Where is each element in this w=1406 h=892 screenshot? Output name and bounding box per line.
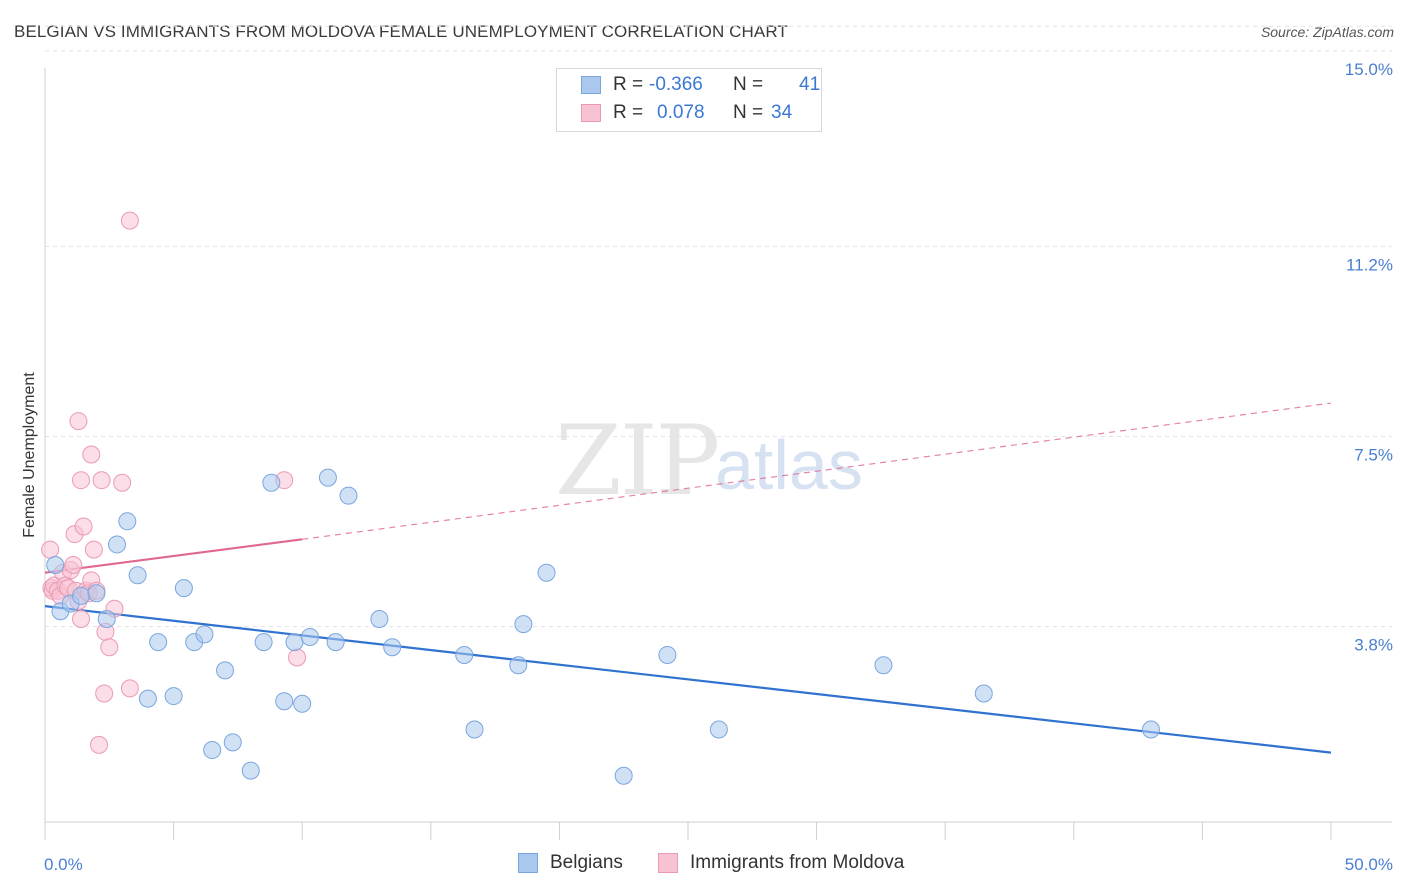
moldova-point xyxy=(69,412,88,431)
moldova-point xyxy=(72,471,91,490)
belgian-point xyxy=(614,766,633,785)
belgian-point xyxy=(293,694,312,713)
correlation-legend: R = -0.366 N = 41 R = 0.078 N = 34 xyxy=(556,68,822,132)
moldova-point xyxy=(120,679,139,698)
moldova-point xyxy=(288,648,307,667)
source-label: Source: ZipAtlas.com xyxy=(1260,24,1394,40)
moldova-point xyxy=(82,445,101,464)
belgian-point xyxy=(974,684,993,703)
legend-swatch-blue xyxy=(581,76,601,94)
belgians-trend-line xyxy=(44,605,1332,754)
x-tick-label: 50.0% xyxy=(1345,855,1393,874)
moldova-point xyxy=(64,556,83,574)
tick-labels: 3.8% 7.5% 11.2% 15.0% 0.0% 50.0% xyxy=(44,60,1393,874)
belgian-point xyxy=(339,486,358,505)
belgian-point xyxy=(195,625,214,644)
legend-n-value: 34 xyxy=(771,102,793,123)
belgian-point xyxy=(318,468,337,487)
moldova-trend-line xyxy=(44,538,303,574)
belgian-point xyxy=(223,733,242,752)
legend-n-label: N = xyxy=(733,102,764,123)
moldova-point xyxy=(113,473,132,492)
watermark-atlas: atlas xyxy=(715,426,863,504)
belgian-point xyxy=(149,633,168,652)
belgian-point xyxy=(455,645,474,664)
belgian-point xyxy=(46,556,65,574)
data-points xyxy=(41,211,1160,785)
belgian-point xyxy=(383,638,402,657)
legend-r-value: 0.078 xyxy=(657,102,705,123)
bottom-legend-label: Belgians xyxy=(550,852,623,873)
belgian-point xyxy=(128,566,147,585)
belgian-point xyxy=(509,656,528,675)
bottom-legend-label: Immigrants from Moldova xyxy=(690,852,905,873)
trend-lines xyxy=(44,402,1332,754)
belgian-point xyxy=(709,720,728,739)
belgian-point xyxy=(370,609,389,628)
legend-swatch-pink xyxy=(581,104,601,122)
bottom-legend-swatch-blue xyxy=(518,853,538,873)
belgian-point xyxy=(118,512,137,531)
belgian-point xyxy=(275,692,294,711)
watermark-zip: ZIP xyxy=(555,405,720,517)
moldova-point xyxy=(41,540,60,559)
belgian-point xyxy=(203,741,222,760)
legend-r-value: -0.366 xyxy=(649,74,703,95)
belgian-point xyxy=(241,761,260,780)
moldova-point xyxy=(72,609,91,628)
belgian-point xyxy=(1141,720,1160,739)
y-tick-label: 11.2% xyxy=(1346,255,1393,274)
belgian-point xyxy=(87,584,106,603)
bottom-legend-swatch-pink xyxy=(658,853,678,873)
belgian-point xyxy=(465,720,484,739)
legend-r-label: R = xyxy=(613,74,644,95)
belgian-point xyxy=(108,535,127,554)
belgian-point xyxy=(216,661,235,680)
moldova-point xyxy=(100,638,119,657)
moldova-point xyxy=(74,517,93,536)
moldova-trend-extension xyxy=(302,402,1332,540)
y-tick-label: 15.0% xyxy=(1345,60,1393,79)
belgian-point xyxy=(514,615,533,634)
belgian-point xyxy=(658,645,677,664)
axes xyxy=(44,68,1392,840)
belgian-point xyxy=(262,473,281,492)
moldova-point xyxy=(95,684,114,703)
belgian-point xyxy=(326,633,345,652)
moldova-point xyxy=(90,735,109,754)
belgian-point xyxy=(164,687,183,706)
legend-r-label: R = xyxy=(613,102,644,123)
belgian-point xyxy=(300,627,319,646)
moldova-point xyxy=(120,211,139,230)
moldova-point xyxy=(84,540,103,559)
belgian-point xyxy=(72,586,91,605)
belgian-point xyxy=(285,633,304,652)
legend-n-label: N = xyxy=(733,74,764,95)
grid-lines xyxy=(45,25,1392,628)
belgian-point xyxy=(138,689,157,708)
y-axis-label: Female Unemployment xyxy=(21,372,38,538)
y-tick-label: 7.5% xyxy=(1354,446,1393,465)
legend-n-value: 41 xyxy=(799,74,821,95)
belgian-point xyxy=(97,609,116,628)
belgian-point xyxy=(254,633,273,652)
moldova-point xyxy=(92,471,111,490)
x-tick-label: 0.0% xyxy=(44,855,83,874)
belgian-point xyxy=(874,656,893,675)
belgian-point xyxy=(174,579,193,598)
y-tick-label: 3.8% xyxy=(1354,636,1393,655)
belgian-point xyxy=(537,563,556,582)
